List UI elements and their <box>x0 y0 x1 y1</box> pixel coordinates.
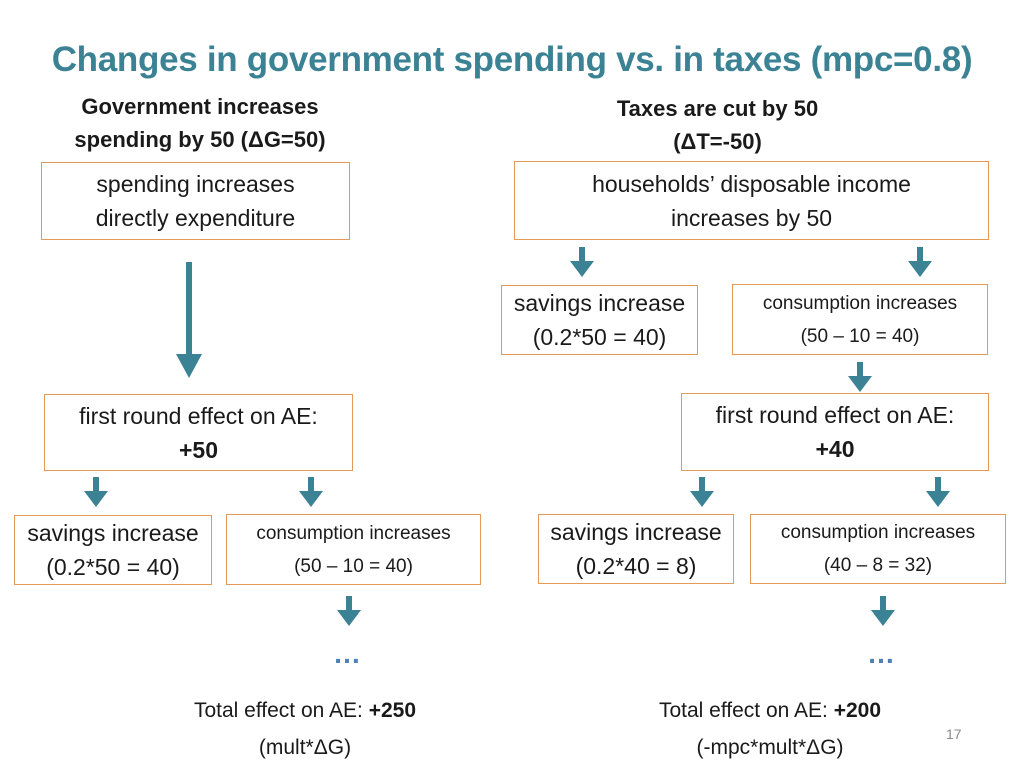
right-income-line2: increases by 50 <box>670 204 833 231</box>
right-ellipsis: … <box>867 638 897 669</box>
left-savings-box: savings increase (0.2*50 = 40) <box>14 515 212 585</box>
left-spending-line2: directly expenditure <box>95 205 296 231</box>
right-savings1-line1: savings increase <box>513 290 686 316</box>
right-savings2-line2: (0.2*40 = 8) <box>575 553 697 579</box>
left-consumption-line2: (50 – 10 = 40) <box>294 555 413 577</box>
right-savings1-line2: (0.2*50 = 40) <box>532 324 667 350</box>
right-arrow-to-savings1 <box>570 247 594 277</box>
page-number: 17 <box>946 726 962 742</box>
right-heading: Taxes are cut by 50 (ΔT=-50) <box>560 92 875 158</box>
right-savings2-box: savings increase (0.2*40 = 8) <box>538 514 734 584</box>
right-total-value: +200 <box>833 699 882 722</box>
right-first-round-label: first round effect on AE: <box>715 402 955 428</box>
left-heading: Government increases spending by 50 (ΔG=… <box>40 90 360 156</box>
left-first-round-label: first round effect on AE: <box>79 402 318 429</box>
right-savings2-line1: savings increase <box>550 519 722 545</box>
left-spending-line1: spending increases <box>96 171 295 197</box>
left-total-formula: (mult*ΔG) <box>258 736 352 759</box>
right-income-box: households’ disposable income increases … <box>514 161 989 240</box>
left-total-value: +250 <box>368 699 417 722</box>
left-total-label: Total effect on AE: <box>193 699 369 722</box>
right-consumption1-line1: consumption increases <box>762 292 958 314</box>
right-first-round-box: first round effect on AE: +40 <box>681 393 989 471</box>
left-heading-line2: spending by 50 (ΔG=50) <box>74 127 326 152</box>
right-arrow-to-consumption1 <box>908 247 932 277</box>
left-spending-box: spending increases directly expenditure <box>41 162 350 240</box>
right-savings1-box: savings increase (0.2*50 = 40) <box>501 285 698 355</box>
right-arrow-to-first-round <box>848 362 872 392</box>
left-consumption-box: consumption increases (50 – 10 = 40) <box>226 514 481 585</box>
right-arrow-to-ellipsis <box>871 596 895 626</box>
left-first-round-value: +50 <box>178 436 218 463</box>
left-arrow-to-consumption <box>299 477 323 507</box>
right-consumption1-line2: (50 – 10 = 40) <box>800 325 920 347</box>
right-total-formula: (-mpc*mult*ΔG) <box>696 736 844 759</box>
right-total-label: Total effect on AE: <box>658 699 834 722</box>
left-long-arrow <box>176 262 202 378</box>
right-consumption2-box: consumption increases (40 – 8 = 32) <box>750 514 1006 584</box>
right-heading-line1: Taxes are cut by 50 <box>616 96 819 121</box>
right-first-round-value: +40 <box>815 436 855 462</box>
slide-title: Changes in government spending vs. in ta… <box>51 40 973 79</box>
left-first-round-box: first round effect on AE: +50 <box>44 394 353 471</box>
right-heading-line2: (ΔT=-50) <box>673 129 762 154</box>
left-savings-line2: (0.2*50 = 40) <box>46 554 180 580</box>
right-arrow-to-consumption2 <box>926 477 950 507</box>
right-total: Total effect on AE: +200 (-mpc*mult*ΔG) <box>600 692 940 766</box>
right-arrow-to-savings2 <box>690 477 714 507</box>
left-ellipsis: … <box>333 638 363 669</box>
right-consumption2-line2: (40 – 8 = 32) <box>823 555 933 576</box>
left-total: Total effect on AE: +250 (mult*ΔG) <box>150 692 460 766</box>
left-arrow-to-ellipsis <box>337 596 361 626</box>
left-consumption-line1: consumption increases <box>256 522 451 544</box>
left-savings-line1: savings increase <box>27 520 199 546</box>
left-heading-line1: Government increases <box>81 94 319 119</box>
right-income-line1: households’ disposable income <box>592 170 911 197</box>
right-consumption2-line1: consumption increases <box>780 522 976 543</box>
right-consumption1-box: consumption increases (50 – 10 = 40) <box>732 284 988 355</box>
left-arrow-to-savings <box>84 477 108 507</box>
